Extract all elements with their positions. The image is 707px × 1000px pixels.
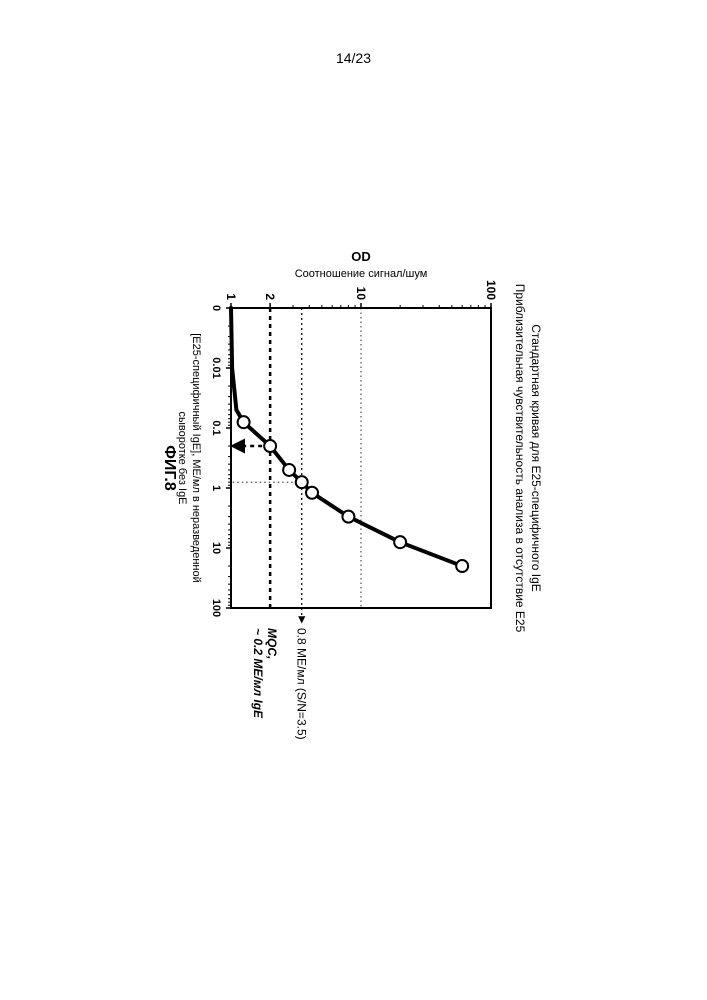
svg-text:0.8 МЕ/мл (S/N=3.5): 0.8 МЕ/мл (S/N=3.5) — [295, 628, 309, 740]
page-root: 14/23 1 2 10 100 0 0.01 0.1 1 10 100 Стандартная к… — [0, 0, 707, 1000]
figure-8-chart: 1 2 10 100 0 0.01 0.1 1 10 100 Стандартная кривая … — [161, 243, 546, 758]
svg-text:0.01: 0.01 — [210, 357, 222, 378]
svg-text:100: 100 — [210, 598, 222, 616]
page-number: 14/23 — [0, 50, 707, 66]
svg-text:1: 1 — [210, 484, 222, 490]
svg-text:0: 0 — [210, 304, 222, 310]
svg-text:Стандартная кривая для E25-спе: Стандартная кривая для E25-специфичного … — [529, 324, 543, 592]
svg-text:10: 10 — [354, 286, 368, 300]
svg-text:Приблизительная чувствительнос: Приблизительная чувствительность анализа… — [513, 283, 527, 632]
svg-text:[E25-специфичный IgE], МЕ/мл в: [E25-специфичный IgE], МЕ/мл в неразведе… — [190, 333, 202, 582]
svg-text:1: 1 — [224, 293, 238, 300]
svg-text:OD: OD — [351, 249, 371, 264]
svg-text:ФИГ.8: ФИГ.8 — [161, 445, 178, 491]
svg-text:100: 100 — [484, 279, 498, 299]
svg-text:2: 2 — [263, 293, 277, 300]
svg-text:~ 0.2 МЕ/мл IgE: ~ 0.2 МЕ/мл IgE — [251, 628, 265, 719]
svg-text:MQC,: MQC, — [265, 628, 279, 659]
svg-text:10: 10 — [210, 541, 222, 553]
svg-text:0.1: 0.1 — [210, 420, 222, 435]
svg-text:Cоотношение сигнал/шум: Cоотношение сигнал/шум — [295, 268, 428, 280]
